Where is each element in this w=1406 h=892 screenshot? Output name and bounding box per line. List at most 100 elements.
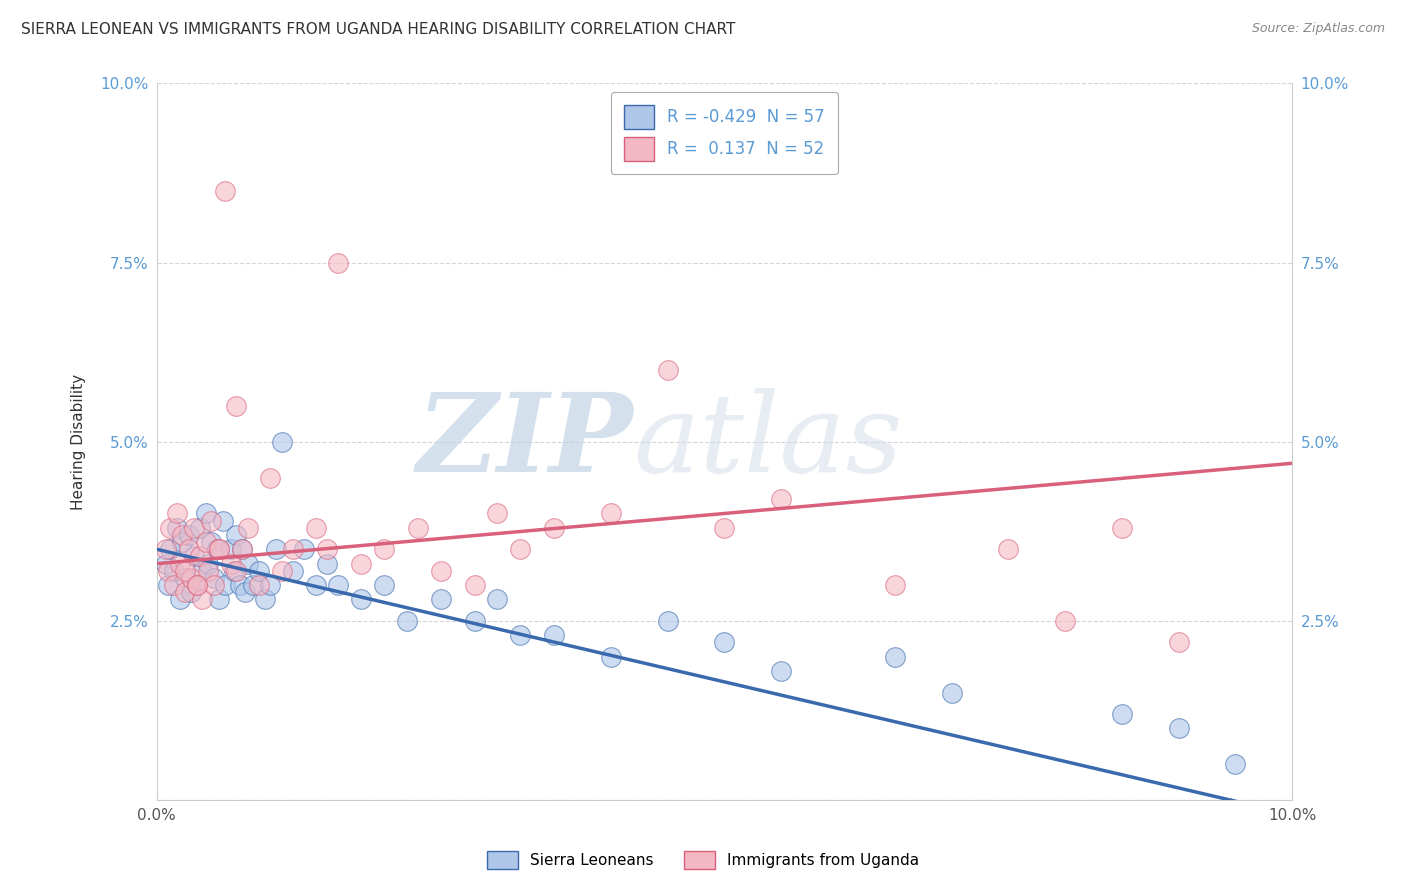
Point — [194, 535, 217, 549]
Point — [294, 542, 316, 557]
Text: atlas: atlas — [634, 388, 903, 496]
Point — [264, 542, 287, 557]
Point — [350, 557, 373, 571]
Point — [486, 507, 509, 521]
Point — [159, 521, 181, 535]
Point — [169, 557, 191, 571]
Point — [159, 542, 181, 557]
Point — [225, 399, 247, 413]
Point — [219, 557, 242, 571]
Point — [174, 564, 197, 578]
Point — [509, 542, 531, 557]
Point — [222, 564, 245, 578]
Point — [600, 507, 623, 521]
Point — [200, 535, 222, 549]
Point — [713, 635, 735, 649]
Text: SIERRA LEONEAN VS IMMIGRANTS FROM UGANDA HEARING DISABILITY CORRELATION CHART: SIERRA LEONEAN VS IMMIGRANTS FROM UGANDA… — [21, 22, 735, 37]
Text: ZIP: ZIP — [418, 388, 634, 496]
Point — [1111, 707, 1133, 722]
Point — [373, 578, 395, 592]
Point — [183, 549, 205, 564]
Point — [214, 578, 236, 592]
Point — [253, 592, 276, 607]
Point — [155, 542, 177, 557]
Point — [305, 578, 328, 592]
Point — [219, 542, 242, 557]
Point — [373, 542, 395, 557]
Point — [197, 564, 219, 578]
Point — [713, 521, 735, 535]
Point — [174, 571, 197, 585]
Point — [186, 578, 208, 592]
Point — [211, 514, 233, 528]
Point — [350, 592, 373, 607]
Point — [543, 628, 565, 642]
Point — [169, 592, 191, 607]
Point — [657, 614, 679, 628]
Point — [186, 578, 208, 592]
Point — [1167, 722, 1189, 736]
Point — [1167, 635, 1189, 649]
Point — [180, 571, 202, 585]
Point — [543, 521, 565, 535]
Text: Source: ZipAtlas.com: Source: ZipAtlas.com — [1251, 22, 1385, 36]
Point — [509, 628, 531, 642]
Point — [225, 528, 247, 542]
Point — [316, 542, 339, 557]
Point — [194, 507, 217, 521]
Point — [180, 585, 202, 599]
Point — [231, 542, 253, 557]
Point — [259, 470, 281, 484]
Point — [197, 557, 219, 571]
Point — [429, 592, 451, 607]
Point — [170, 535, 193, 549]
Point — [1225, 757, 1247, 772]
Point — [406, 521, 429, 535]
Point — [183, 521, 205, 535]
Point — [941, 686, 963, 700]
Y-axis label: Hearing Disability: Hearing Disability — [72, 374, 86, 510]
Point — [770, 492, 793, 507]
Point — [883, 649, 905, 664]
Point — [191, 564, 214, 578]
Point — [997, 542, 1019, 557]
Point — [305, 521, 328, 535]
Point — [166, 521, 188, 535]
Point — [225, 564, 247, 578]
Legend: Sierra Leoneans, Immigrants from Uganda: Sierra Leoneans, Immigrants from Uganda — [481, 845, 925, 875]
Point — [235, 585, 257, 599]
Point — [270, 564, 292, 578]
Point — [486, 592, 509, 607]
Point — [188, 521, 211, 535]
Point — [191, 592, 214, 607]
Point — [155, 557, 177, 571]
Point — [328, 255, 350, 269]
Point — [242, 578, 264, 592]
Point — [429, 564, 451, 578]
Point — [281, 542, 304, 557]
Point — [186, 578, 208, 592]
Legend: R = -0.429  N = 57, R =  0.137  N = 52: R = -0.429 N = 57, R = 0.137 N = 52 — [610, 92, 838, 174]
Point — [600, 649, 623, 664]
Point — [236, 557, 259, 571]
Point — [177, 542, 200, 557]
Point — [208, 592, 231, 607]
Point — [657, 363, 679, 377]
Point — [464, 578, 486, 592]
Point — [270, 434, 292, 449]
Point — [202, 571, 225, 585]
Point — [188, 549, 211, 564]
Point — [205, 542, 228, 557]
Point — [328, 578, 350, 592]
Point — [231, 542, 253, 557]
Point — [1111, 521, 1133, 535]
Point — [163, 564, 186, 578]
Point — [770, 664, 793, 678]
Point — [1054, 614, 1077, 628]
Point — [316, 557, 339, 571]
Point — [170, 528, 193, 542]
Point — [177, 528, 200, 542]
Point — [208, 542, 231, 557]
Point — [200, 514, 222, 528]
Point — [157, 564, 180, 578]
